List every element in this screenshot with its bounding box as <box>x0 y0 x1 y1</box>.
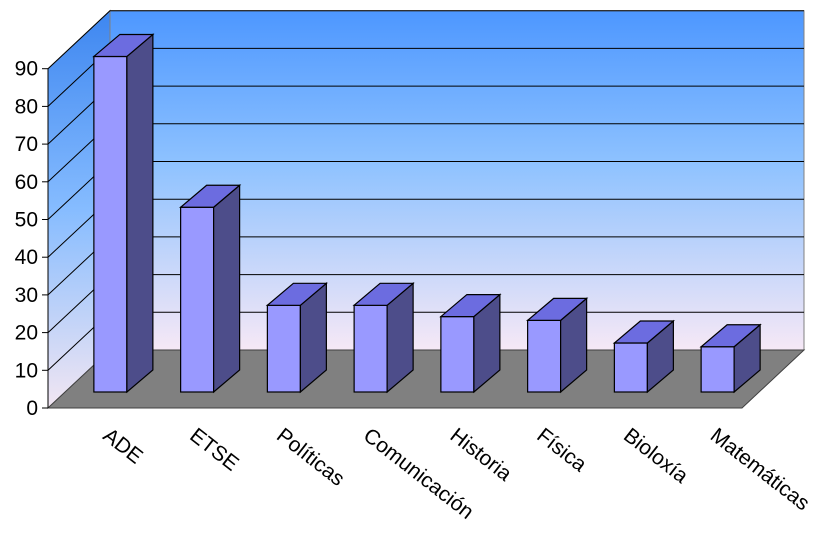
y-tick-label: 90 <box>15 58 38 81</box>
bar-top <box>525 297 589 321</box>
bar <box>525 297 589 394</box>
plot-walls <box>47 9 805 410</box>
bar-front <box>700 346 735 393</box>
bar <box>92 33 155 394</box>
y-tick-label: 50 <box>15 209 38 232</box>
category-label: Historia <box>446 424 517 486</box>
y-tick-label: 20 <box>15 322 38 345</box>
y-tick-label: 0 <box>26 397 38 420</box>
category-label: Bioloxía <box>619 424 692 488</box>
bar <box>265 281 329 394</box>
bars <box>92 33 762 394</box>
bar-side <box>126 33 154 394</box>
bar-front <box>440 316 475 393</box>
category-label: ADE <box>99 424 147 469</box>
bar-front <box>180 206 215 393</box>
bar-side <box>213 183 241 394</box>
plot-floor <box>46 349 806 409</box>
bar-top <box>92 33 155 58</box>
bar <box>612 319 676 394</box>
bar-top <box>612 320 676 344</box>
bar-front <box>613 342 648 393</box>
y-tick-label: 70 <box>15 133 38 156</box>
category-label: Políticas <box>272 424 349 491</box>
bar-front <box>266 304 301 393</box>
y-tick-labels: 0 10 20 30 40 50 60 70 80 90 <box>15 58 38 420</box>
bar-top <box>699 324 762 348</box>
bar <box>352 281 415 394</box>
bar-top <box>265 282 329 306</box>
gridline <box>47 10 804 70</box>
value-axis <box>42 68 49 409</box>
bar-top <box>178 184 242 208</box>
bar <box>699 323 762 394</box>
bar <box>178 183 242 394</box>
bar-top <box>439 294 502 318</box>
y-tick-label: 80 <box>15 95 38 118</box>
bar-front <box>93 55 128 393</box>
category-label: Matemáticas <box>706 424 814 515</box>
y-tick-label: 30 <box>15 284 38 307</box>
bar-top <box>352 282 415 306</box>
y-tick-label: 60 <box>15 171 38 194</box>
y-tick-label: 40 <box>15 246 38 269</box>
category-label: Física <box>532 424 591 477</box>
bar <box>439 293 502 394</box>
category-label: ETSE <box>185 424 242 476</box>
bar-front <box>527 319 562 393</box>
y-tick-label: 10 <box>15 359 38 382</box>
floor <box>46 349 806 409</box>
bar-front <box>353 304 388 393</box>
